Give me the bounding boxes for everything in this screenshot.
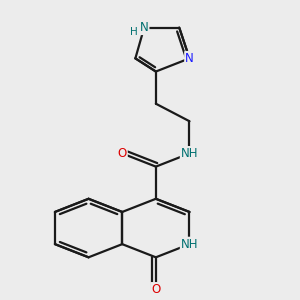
Text: NH: NH <box>181 238 198 250</box>
Text: N: N <box>185 52 194 65</box>
Text: O: O <box>151 283 160 296</box>
Text: H: H <box>130 27 138 37</box>
Text: NH: NH <box>181 147 198 160</box>
Text: O: O <box>118 147 127 160</box>
Text: N: N <box>140 21 148 34</box>
